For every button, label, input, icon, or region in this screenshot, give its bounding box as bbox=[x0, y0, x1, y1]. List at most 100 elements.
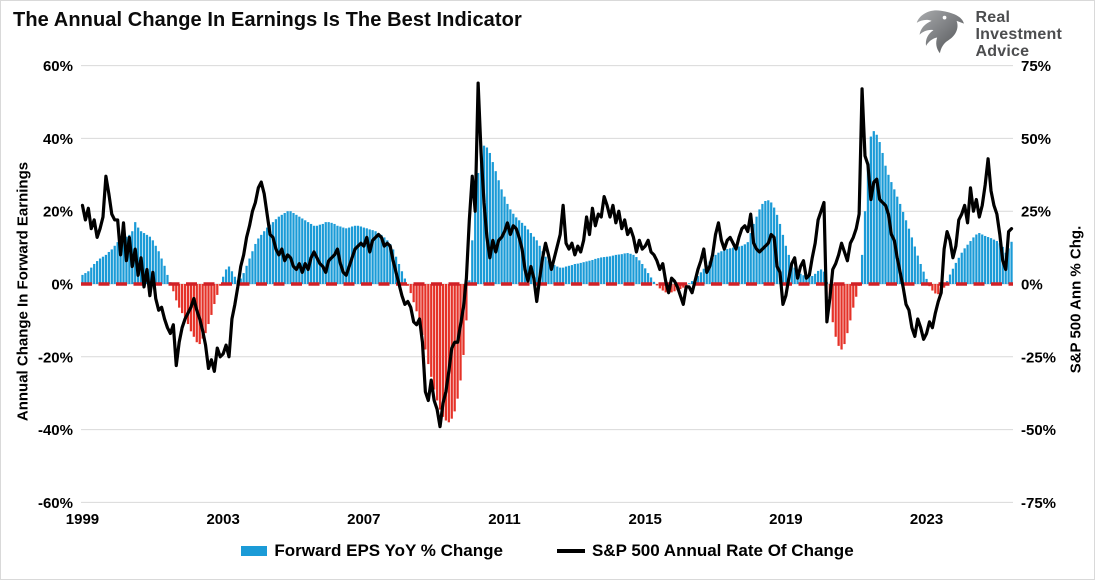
eps-bar bbox=[957, 257, 960, 284]
eps-bar bbox=[397, 263, 401, 284]
eps-bar bbox=[972, 237, 975, 284]
eps-bar bbox=[447, 284, 450, 423]
eps-bar bbox=[485, 147, 489, 284]
eps-bar bbox=[600, 257, 603, 284]
eps-bar bbox=[1007, 248, 1010, 284]
eps-bar bbox=[629, 253, 632, 284]
eps-bar bbox=[227, 266, 231, 284]
eps-bar bbox=[488, 152, 491, 284]
eps-bar bbox=[230, 271, 234, 284]
eps-bar bbox=[922, 271, 925, 284]
eps-bar bbox=[661, 284, 664, 291]
eps-bar bbox=[702, 268, 705, 284]
eps-bar bbox=[204, 284, 207, 334]
legend-item-eps: Forward EPS YoY % Change bbox=[241, 541, 503, 561]
eps-bar bbox=[163, 265, 166, 284]
eps-bar bbox=[714, 254, 717, 284]
eps-bar bbox=[761, 203, 764, 284]
eps-bar bbox=[995, 241, 999, 284]
eps-bar bbox=[863, 211, 867, 284]
eps-bar bbox=[837, 284, 840, 346]
eps-bar bbox=[570, 265, 574, 284]
eps-bar bbox=[515, 217, 518, 284]
eps-bar bbox=[913, 246, 916, 284]
x-axis-tick: 2015 bbox=[628, 511, 661, 528]
eps-bar bbox=[254, 243, 257, 284]
eps-bar bbox=[594, 258, 597, 284]
eps-bar bbox=[726, 249, 729, 284]
eps-bar bbox=[635, 257, 638, 284]
right-axis-tick: 0% bbox=[1021, 277, 1043, 294]
eps-bar bbox=[649, 277, 653, 284]
eps-bar bbox=[644, 268, 647, 284]
eps-bar bbox=[183, 284, 187, 319]
eps-bar bbox=[374, 231, 377, 284]
eps-bar bbox=[743, 244, 746, 284]
eps-bar bbox=[925, 278, 928, 284]
right-axis-title: S&P 500 Ann % Chg. bbox=[1067, 225, 1085, 374]
eps-bar bbox=[538, 245, 541, 284]
left-axis-tick: -20% bbox=[38, 349, 73, 366]
eps-bar bbox=[386, 240, 389, 284]
eps-bar bbox=[471, 240, 474, 284]
eps-bar bbox=[729, 248, 732, 284]
eps-bar bbox=[113, 245, 116, 284]
eps-bar bbox=[345, 228, 348, 284]
eps-bar bbox=[301, 218, 304, 284]
eps-bar bbox=[532, 236, 535, 284]
eps-bar bbox=[277, 216, 280, 284]
eps-bar bbox=[356, 225, 360, 284]
eps-bar bbox=[893, 189, 896, 284]
eps-bar bbox=[122, 238, 125, 284]
eps-bar bbox=[128, 234, 131, 284]
eps-bar bbox=[98, 258, 102, 284]
eps-bar bbox=[107, 251, 110, 284]
spx-line bbox=[80, 81, 1014, 429]
eps-bar bbox=[421, 284, 424, 335]
left-axis-tick: 0% bbox=[51, 277, 73, 294]
eps-bar bbox=[948, 274, 952, 284]
eps-bar bbox=[605, 256, 609, 284]
left-axis-title: Annual Change In Forward Earnings bbox=[14, 161, 32, 422]
eps-bar bbox=[904, 220, 908, 284]
eps-bar bbox=[778, 223, 782, 284]
eps-bar bbox=[257, 238, 260, 284]
eps-bar bbox=[840, 284, 843, 350]
left-axis-tick: -60% bbox=[38, 495, 73, 512]
legend-label-eps: Forward EPS YoY % Change bbox=[274, 541, 503, 560]
eps-bar bbox=[298, 216, 301, 284]
left-axis-tick: -40% bbox=[38, 422, 73, 439]
right-axis-tick: 25% bbox=[1021, 204, 1051, 221]
eps-bar bbox=[981, 234, 984, 284]
eps-bar bbox=[822, 271, 826, 284]
eps-bar bbox=[690, 281, 694, 284]
page-title: The Annual Change In Earnings Is The Bes… bbox=[13, 9, 522, 31]
eps-bar bbox=[292, 213, 295, 284]
eps-bar bbox=[931, 284, 934, 291]
eps-bar bbox=[84, 273, 87, 284]
right-axis-tick: -25% bbox=[1021, 349, 1056, 366]
eps-bar bbox=[178, 284, 181, 308]
eps-bar bbox=[224, 269, 228, 284]
eps-bar bbox=[219, 284, 222, 286]
eps-bar bbox=[430, 284, 433, 377]
eps-bar bbox=[723, 250, 726, 284]
eps-bar bbox=[799, 273, 802, 284]
eps-bar bbox=[368, 229, 371, 284]
legend-swatch-eps-bar bbox=[241, 546, 268, 556]
eps-bar bbox=[93, 263, 96, 284]
x-axis-tick: 2003 bbox=[206, 511, 239, 528]
eps-bar bbox=[503, 196, 506, 284]
eps-bar bbox=[623, 253, 626, 284]
eps-bar bbox=[175, 284, 178, 301]
eps-bar bbox=[688, 283, 691, 284]
eps-bar bbox=[96, 261, 99, 284]
eps-bar bbox=[307, 222, 310, 284]
eps-bar bbox=[749, 233, 752, 284]
eps-bar bbox=[424, 284, 427, 350]
eps-bar bbox=[207, 284, 210, 325]
eps-bar bbox=[518, 220, 521, 284]
eps-bar bbox=[233, 276, 236, 284]
eps-bar bbox=[737, 246, 741, 284]
